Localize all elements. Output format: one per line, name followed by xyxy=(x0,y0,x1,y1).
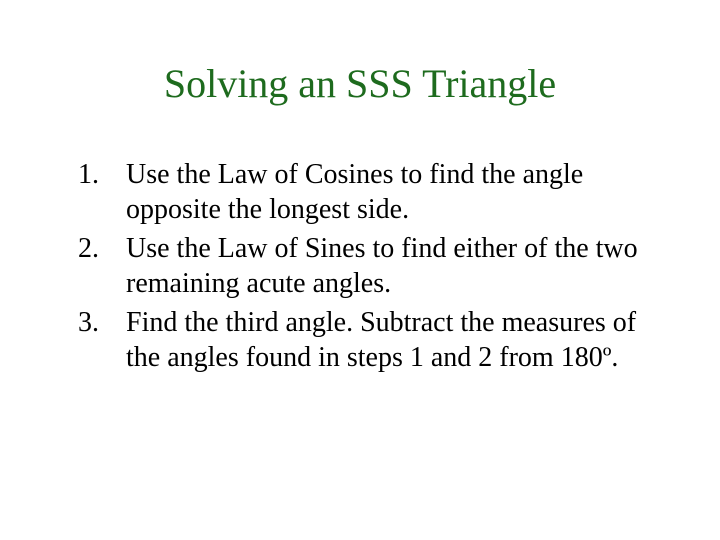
steps-list: Use the Law of Cosines to find the angle… xyxy=(70,157,650,375)
list-item: Use the Law of Sines to find either of t… xyxy=(70,231,650,301)
list-item-text: Use the Law of Sines to find either of t… xyxy=(126,233,638,299)
list-item-text: Use the Law of Cosines to find the angle… xyxy=(126,159,583,225)
list-item-text: Find the third angle. Subtract the measu… xyxy=(126,307,636,373)
list-item: Find the third angle. Subtract the measu… xyxy=(70,305,650,375)
list-item: Use the Law of Cosines to find the angle… xyxy=(70,157,650,227)
slide-title: Solving an SSS Triangle xyxy=(70,60,650,107)
